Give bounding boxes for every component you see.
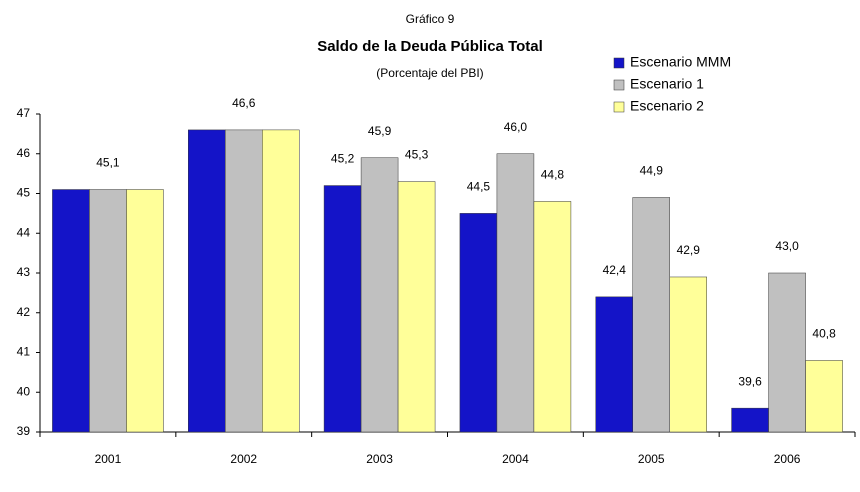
legend-label: Escenario MMM: [630, 54, 731, 70]
x-tick-label: 2001: [95, 452, 122, 466]
value-label: 40,8: [812, 327, 836, 341]
chart-subtitle: (Porcentaje del PBI): [376, 66, 483, 80]
value-label: 44,5: [467, 180, 491, 194]
value-label: 44,8: [541, 168, 565, 182]
x-tick-label: 2002: [230, 452, 257, 466]
bar: [731, 407, 769, 433]
bar: [89, 189, 127, 433]
bar: [595, 296, 633, 433]
bar: [225, 129, 263, 433]
bar: [397, 181, 436, 433]
bar: [496, 153, 535, 433]
bar: [323, 185, 362, 433]
y-tick-label: 43: [17, 265, 31, 279]
bar: [669, 276, 707, 433]
value-label: 39,6: [738, 374, 762, 388]
y-tick-label: 45: [17, 186, 31, 200]
x-tick-label: 2003: [366, 452, 393, 466]
legend-swatch: [613, 79, 625, 91]
x-tick-label: 2005: [638, 452, 665, 466]
y-tick-label: 46: [17, 146, 31, 160]
bar: [52, 189, 90, 433]
value-label: 42,9: [677, 243, 701, 257]
bar: [126, 189, 164, 433]
bar: [768, 272, 806, 433]
legend-label: Escenario 1: [630, 76, 704, 92]
legend-swatch: [613, 57, 625, 69]
value-label: 45,2: [331, 152, 355, 166]
y-tick-label: 47: [17, 106, 31, 120]
y-tick-label: 44: [17, 225, 31, 239]
value-label: 44,9: [640, 164, 664, 178]
x-tick-label: 2006: [774, 452, 801, 466]
bar: [360, 157, 399, 433]
value-label: 46,0: [504, 120, 528, 134]
value-label: 43,0: [775, 239, 799, 253]
bar: [632, 197, 670, 433]
value-label: 45,9: [368, 124, 392, 138]
chart-supertitle: Gráfico 9: [406, 12, 455, 26]
y-tick-label: 41: [17, 345, 31, 359]
value-label: 45,3: [405, 148, 429, 162]
value-label: 45,1: [96, 156, 120, 170]
chart-title: Saldo de la Deuda Pública Total: [317, 38, 543, 55]
bar: [805, 360, 843, 433]
y-tick-label: 42: [17, 305, 31, 319]
bar: [533, 201, 572, 433]
bar: [459, 213, 498, 433]
bar: [262, 129, 300, 433]
legend-label: Escenario 2: [630, 98, 704, 114]
legend-swatch: [613, 101, 625, 113]
value-label: 42,4: [603, 263, 627, 277]
x-tick-label: 2004: [502, 452, 529, 466]
y-tick-label: 39: [17, 424, 31, 438]
y-tick-label: 40: [17, 384, 31, 398]
value-label: 46,6: [232, 96, 256, 110]
bar: [188, 129, 226, 433]
